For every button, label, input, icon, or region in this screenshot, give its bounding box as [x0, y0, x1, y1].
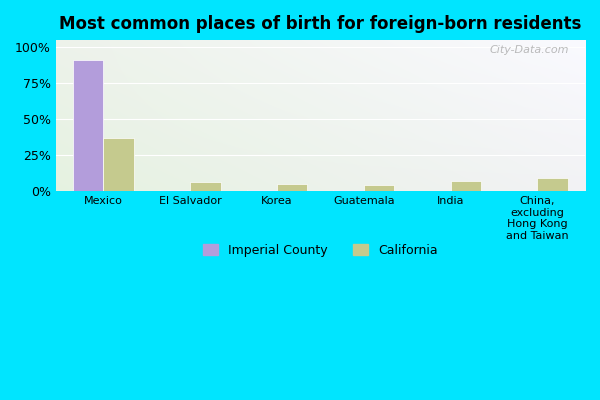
Bar: [160, 190, 190, 191]
Text: City-Data.com: City-Data.com: [490, 45, 569, 55]
Bar: [277, 184, 307, 191]
Bar: [103, 138, 134, 191]
Bar: [451, 181, 481, 191]
Bar: [247, 190, 277, 191]
Legend: Imperial County, California: Imperial County, California: [197, 238, 444, 263]
Bar: [537, 178, 568, 191]
Title: Most common places of birth for foreign-born residents: Most common places of birth for foreign-…: [59, 15, 581, 33]
Bar: [190, 182, 221, 191]
Bar: [73, 60, 103, 191]
Bar: [334, 190, 364, 191]
Bar: [364, 185, 394, 191]
